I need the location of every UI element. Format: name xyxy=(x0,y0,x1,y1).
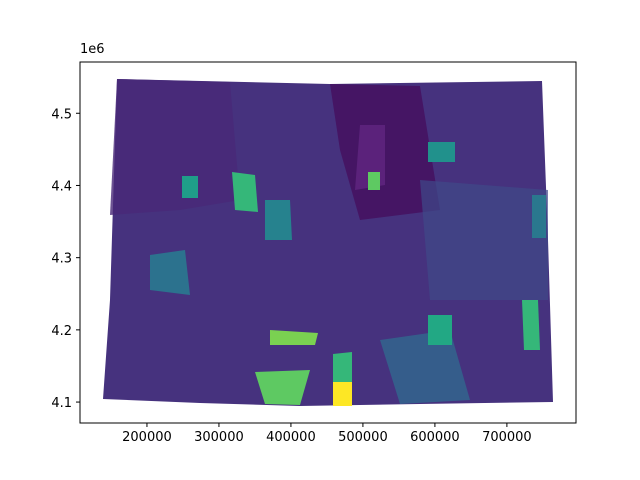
y-tick-label: 4.2 xyxy=(51,324,72,339)
region xyxy=(270,330,318,345)
region xyxy=(428,142,455,162)
x-tick-label: 600000 xyxy=(410,430,460,445)
y-tick-label: 4.4 xyxy=(51,179,72,194)
region xyxy=(380,330,470,404)
region xyxy=(150,250,190,295)
offset-text: 1e6 xyxy=(80,42,105,57)
map-regions xyxy=(103,79,553,406)
region xyxy=(522,300,540,350)
region xyxy=(182,176,198,198)
y-tick-label: 4.1 xyxy=(51,396,72,411)
region xyxy=(110,79,240,215)
region xyxy=(255,370,310,405)
region xyxy=(420,180,548,300)
axes-frame xyxy=(79,61,577,424)
region xyxy=(333,352,352,382)
x-tick-label: 400000 xyxy=(266,430,316,445)
region xyxy=(232,172,258,212)
region xyxy=(368,172,380,190)
region xyxy=(265,200,292,240)
x-tick-label: 700000 xyxy=(482,430,532,445)
x-tick-label: 500000 xyxy=(338,430,388,445)
x-tick-label: 200000 xyxy=(122,430,172,445)
y-tick-label: 4.3 xyxy=(51,252,72,267)
x-tick-label: 300000 xyxy=(194,430,244,445)
y-tick-label: 4.5 xyxy=(51,107,72,122)
region xyxy=(333,382,352,406)
region xyxy=(428,315,452,345)
region xyxy=(532,195,546,238)
